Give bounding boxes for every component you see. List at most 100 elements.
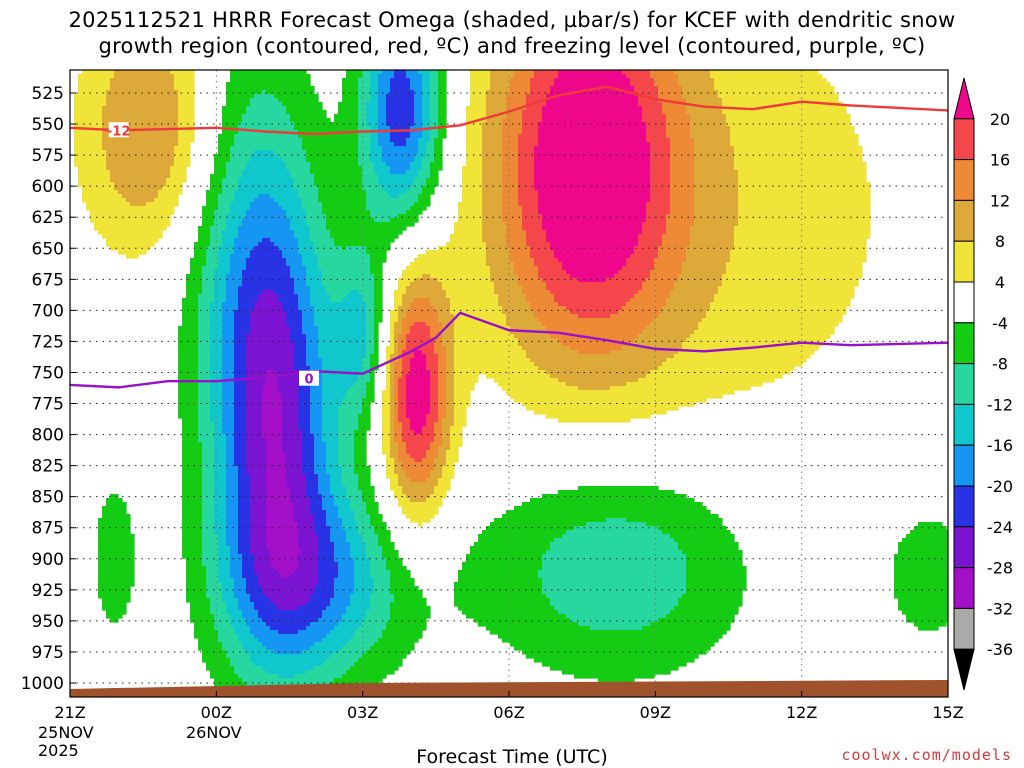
omega-cell — [206, 458, 211, 463]
omega-cell — [210, 470, 215, 475]
omega-cell — [126, 178, 131, 183]
omega-cell — [258, 210, 263, 215]
omega-cell — [138, 198, 143, 203]
omega-cell — [222, 322, 227, 327]
omega-cell — [210, 194, 215, 199]
omega-cell — [238, 578, 243, 583]
omega-cell — [230, 318, 235, 323]
omega-cell — [218, 634, 223, 639]
omega-cell — [190, 502, 195, 507]
omega-cell — [114, 558, 119, 563]
omega-cell — [218, 530, 223, 535]
omega-cell — [126, 538, 131, 543]
omega-cell — [218, 546, 223, 551]
omega-cell — [134, 110, 139, 115]
omega-cell — [278, 430, 283, 435]
omega-cell — [262, 258, 267, 263]
omega-cell — [118, 598, 123, 603]
omega-cell — [214, 394, 219, 399]
omega-cell — [194, 510, 199, 515]
omega-cell — [194, 530, 199, 535]
omega-cell — [254, 330, 259, 335]
omega-cell — [130, 154, 135, 159]
omega-cell — [282, 394, 287, 399]
omega-cell — [194, 606, 199, 611]
omega-cell — [258, 650, 263, 655]
omega-cell — [258, 486, 263, 491]
omega-cell — [254, 422, 259, 427]
omega-cell — [250, 190, 255, 195]
omega-cell — [186, 362, 191, 367]
omega-cell — [186, 486, 191, 491]
omega-cell — [210, 510, 215, 515]
omega-cell — [142, 102, 147, 107]
omega-cell — [198, 554, 203, 559]
omega-cell — [118, 570, 123, 575]
omega-cell — [194, 454, 199, 459]
omega-cell — [262, 666, 267, 671]
omega-cell — [222, 554, 227, 559]
omega-cell — [206, 586, 211, 591]
omega-cell — [182, 170, 187, 175]
omega-cell — [274, 474, 279, 479]
omega-cell — [210, 542, 215, 547]
omega-cell — [250, 418, 255, 423]
omega-cell — [182, 510, 187, 515]
omega-cell — [138, 142, 143, 147]
omega-cell — [202, 610, 207, 615]
omega-cell — [250, 490, 255, 495]
omega-cell — [234, 506, 239, 511]
omega-cell — [270, 218, 275, 223]
omega-cell — [198, 366, 203, 371]
omega-cell — [250, 238, 255, 243]
omega-cell — [154, 234, 159, 239]
omega-cell — [242, 350, 247, 355]
omega-cell — [206, 646, 211, 651]
omega-cell — [214, 358, 219, 363]
omega-cell — [230, 338, 235, 343]
omega-cell — [266, 78, 271, 83]
omega-cell — [230, 498, 235, 503]
omega-cell — [230, 558, 235, 563]
omega-cell — [234, 166, 239, 171]
omega-cell — [230, 70, 235, 75]
omega-cell — [178, 182, 183, 187]
omega-cell — [226, 134, 231, 139]
omega-cell — [250, 674, 255, 679]
omega-cell — [226, 190, 231, 195]
omega-cell — [218, 534, 223, 539]
omega-cell — [274, 670, 279, 675]
omega-cell — [254, 146, 259, 151]
omega-cell — [114, 194, 119, 199]
omega-cell — [110, 578, 115, 583]
omega-cell — [282, 114, 287, 119]
omega-cell — [226, 606, 231, 611]
omega-cell — [274, 442, 279, 447]
omega-cell — [174, 118, 179, 123]
omega-cell — [230, 654, 235, 659]
omega-cell — [270, 518, 275, 523]
omega-cell — [158, 114, 163, 119]
omega-cell — [190, 610, 195, 615]
omega-cell — [202, 338, 207, 343]
omega-cell — [274, 414, 279, 419]
omega-cell — [222, 242, 227, 247]
omega-cell — [250, 554, 255, 559]
omega-cell — [106, 202, 111, 207]
omega-cell — [114, 582, 119, 587]
omega-cell — [286, 78, 291, 83]
omega-cell — [106, 586, 111, 591]
omega-cell — [234, 262, 239, 267]
omega-cell — [246, 474, 251, 479]
omega-cell — [118, 502, 123, 507]
omega-cell — [230, 438, 235, 443]
omega-cell — [174, 190, 179, 195]
omega-cell — [86, 150, 91, 155]
omega-cell — [278, 230, 283, 235]
omega-cell — [222, 358, 227, 363]
omega-cell — [242, 294, 247, 299]
omega-cell — [258, 178, 263, 183]
omega-cell — [278, 174, 283, 179]
omega-cell — [254, 286, 259, 291]
omega-cell — [258, 122, 263, 127]
